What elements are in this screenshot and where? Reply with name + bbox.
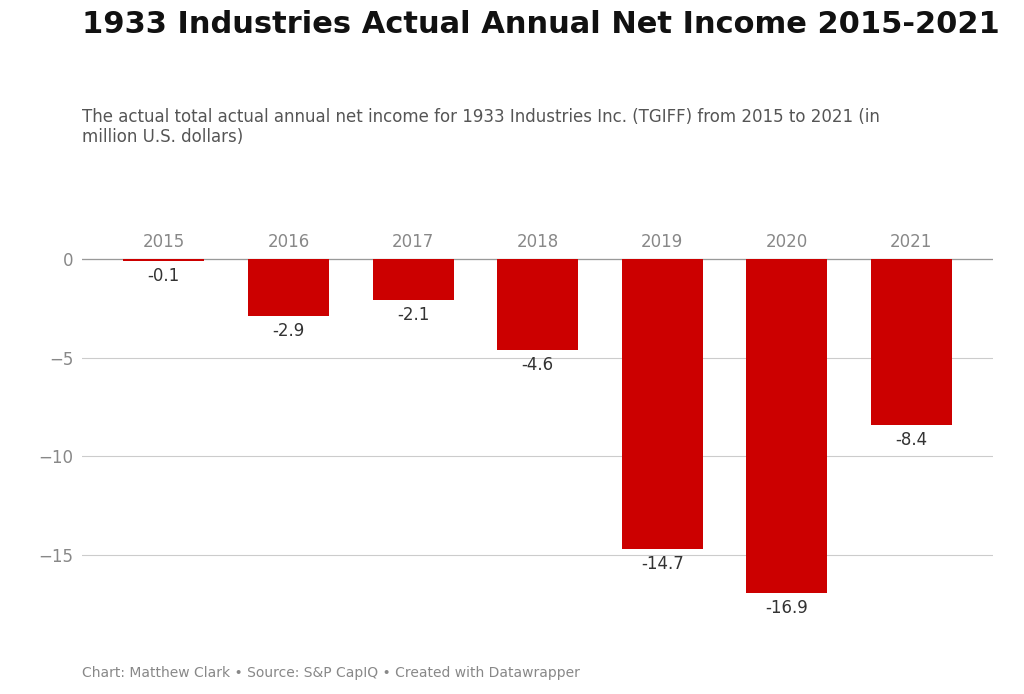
Text: 1933 Industries Actual Annual Net Income 2015-2021: 1933 Industries Actual Annual Net Income… [82,10,999,40]
Text: The actual total actual annual net income for 1933 Industries Inc. (TGIFF) from : The actual total actual annual net incom… [82,108,880,146]
Text: 2018: 2018 [516,232,559,251]
Text: -4.6: -4.6 [521,355,554,373]
Bar [123,259,205,261]
Text: 2015: 2015 [142,232,185,251]
Text: 2020: 2020 [766,232,808,251]
Text: -2.9: -2.9 [272,322,304,340]
Bar [622,259,702,550]
Text: 2019: 2019 [641,232,683,251]
Text: -0.1: -0.1 [147,266,180,285]
Text: -2.1: -2.1 [397,306,429,324]
Text: -16.9: -16.9 [765,599,808,617]
Bar [870,259,952,425]
Bar [746,259,827,593]
Text: 2016: 2016 [267,232,309,251]
Text: 2021: 2021 [890,232,933,251]
Bar [248,259,329,316]
Bar [373,259,454,301]
Text: Chart: Matthew Clark • Source: S&P CapIQ • Created with Datawrapper: Chart: Matthew Clark • Source: S&P CapIQ… [82,666,580,680]
Text: 2017: 2017 [392,232,434,251]
Text: -8.4: -8.4 [895,431,928,449]
Bar [497,259,579,350]
Text: -14.7: -14.7 [641,555,684,573]
